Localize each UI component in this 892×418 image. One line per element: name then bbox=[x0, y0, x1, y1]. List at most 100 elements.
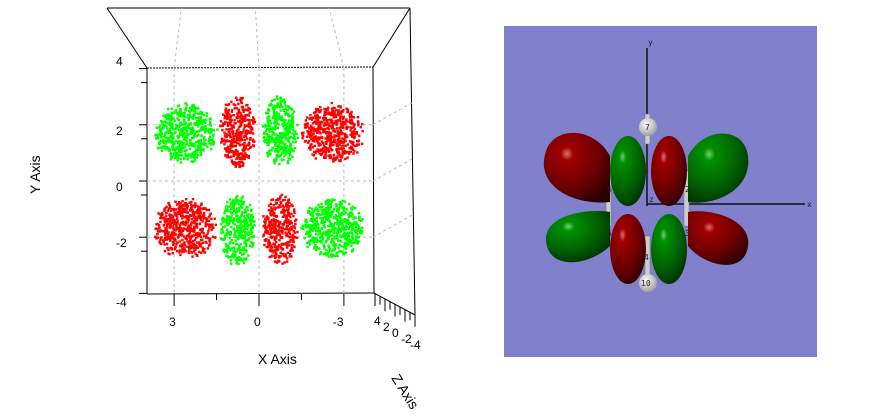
data-point bbox=[243, 115, 246, 119]
data-point bbox=[165, 242, 169, 246]
data-point bbox=[318, 116, 322, 119]
data-point bbox=[233, 228, 236, 232]
data-point bbox=[187, 224, 190, 227]
data-point bbox=[296, 230, 299, 234]
data-point bbox=[339, 115, 343, 118]
data-point bbox=[327, 154, 330, 157]
data-point bbox=[267, 128, 271, 131]
data-point bbox=[241, 143, 244, 146]
data-point bbox=[315, 117, 319, 120]
data-point bbox=[233, 252, 237, 255]
data-point bbox=[237, 134, 240, 138]
data-point bbox=[291, 249, 294, 252]
data-point bbox=[202, 232, 205, 235]
data-point bbox=[186, 215, 189, 218]
data-point bbox=[266, 143, 269, 147]
data-point bbox=[182, 207, 185, 211]
data-point bbox=[192, 215, 195, 218]
data-point bbox=[165, 117, 169, 120]
data-point bbox=[278, 232, 281, 236]
data-point bbox=[167, 136, 171, 140]
data-point bbox=[228, 205, 231, 208]
data-point bbox=[199, 238, 203, 242]
data-point bbox=[176, 212, 179, 215]
data-point bbox=[275, 157, 278, 161]
data-point bbox=[350, 250, 354, 253]
data-point bbox=[327, 112, 331, 116]
data-point bbox=[235, 225, 239, 228]
data-point bbox=[234, 153, 237, 156]
data-point bbox=[250, 210, 253, 213]
data-point bbox=[288, 157, 291, 161]
data-point bbox=[174, 148, 177, 151]
data-point bbox=[284, 127, 288, 130]
data-point bbox=[184, 108, 187, 112]
data-point bbox=[314, 120, 317, 123]
data-point bbox=[313, 136, 317, 139]
data-point bbox=[342, 226, 345, 230]
data-point bbox=[190, 127, 193, 130]
data-point bbox=[284, 234, 288, 237]
data-point bbox=[266, 116, 269, 119]
data-point bbox=[338, 214, 341, 218]
data-point bbox=[342, 233, 345, 236]
data-point bbox=[333, 226, 337, 230]
y-axis-label: y bbox=[648, 38, 653, 47]
data-point bbox=[168, 205, 172, 208]
data-point bbox=[276, 147, 279, 151]
data-point bbox=[201, 241, 205, 244]
data-point bbox=[288, 227, 292, 230]
data-point bbox=[184, 153, 187, 156]
data-point bbox=[275, 155, 278, 159]
data-point bbox=[346, 219, 349, 222]
data-point bbox=[321, 141, 325, 145]
data-point bbox=[361, 229, 364, 233]
data-point bbox=[185, 207, 189, 210]
data-point bbox=[190, 247, 193, 250]
data-point bbox=[350, 145, 353, 148]
z-tick-label: 0 bbox=[392, 326, 399, 340]
data-point bbox=[181, 203, 185, 207]
data-point bbox=[181, 221, 185, 224]
data-point bbox=[172, 148, 176, 151]
data-point bbox=[314, 157, 318, 160]
data-point bbox=[169, 131, 172, 134]
data-point bbox=[229, 248, 232, 252]
data-point bbox=[321, 235, 324, 238]
data-point bbox=[155, 126, 158, 129]
data-point bbox=[311, 146, 315, 149]
data-point bbox=[276, 140, 280, 144]
data-point bbox=[343, 220, 346, 224]
data-point bbox=[181, 214, 185, 218]
data-point bbox=[227, 128, 230, 131]
data-point bbox=[324, 230, 328, 233]
data-point bbox=[167, 207, 170, 210]
data-point bbox=[305, 116, 309, 119]
data-point bbox=[344, 152, 347, 155]
data-point bbox=[165, 238, 169, 241]
data-point bbox=[275, 249, 278, 252]
data-point bbox=[158, 241, 162, 245]
data-point bbox=[265, 230, 268, 233]
data-point bbox=[273, 225, 277, 229]
data-point bbox=[282, 110, 286, 113]
data-point bbox=[196, 140, 199, 143]
data-point bbox=[198, 228, 202, 231]
data-point bbox=[335, 134, 338, 138]
data-point bbox=[337, 134, 341, 137]
data-point bbox=[176, 215, 179, 218]
data-point bbox=[279, 255, 282, 258]
data-point bbox=[281, 215, 285, 218]
data-point bbox=[248, 118, 251, 122]
data-point bbox=[231, 132, 235, 136]
data-point bbox=[185, 136, 189, 140]
data-point bbox=[194, 248, 197, 251]
data-point bbox=[273, 158, 276, 161]
data-point bbox=[238, 244, 241, 247]
data-point bbox=[157, 212, 160, 215]
data-point bbox=[320, 126, 323, 130]
data-point bbox=[241, 105, 245, 109]
data-point bbox=[238, 231, 241, 234]
data-point bbox=[174, 155, 177, 158]
data-point bbox=[355, 221, 358, 224]
